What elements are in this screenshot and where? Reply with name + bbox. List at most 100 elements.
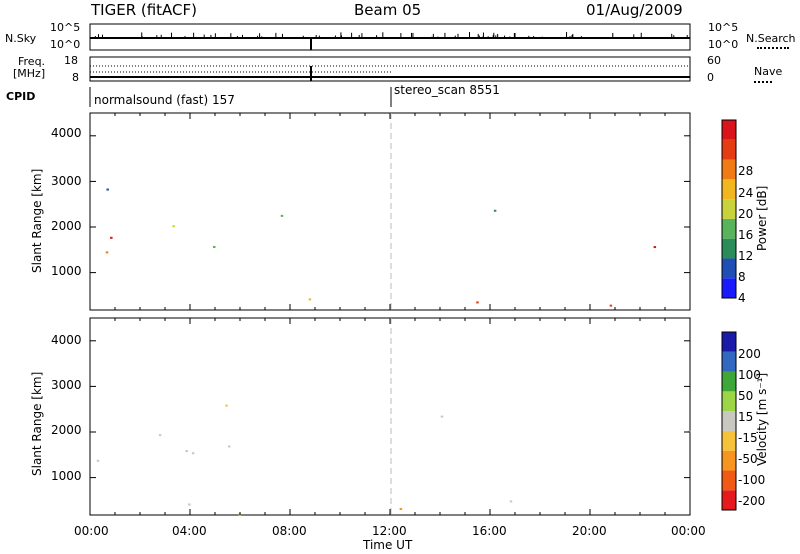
freq-tick-top: 18 <box>64 54 78 67</box>
nsearch-legend-line <box>757 47 789 49</box>
velocity-pixel <box>191 452 195 455</box>
nsky-tick-top: 10^5 <box>50 21 81 34</box>
power-pixel <box>110 236 113 239</box>
beam-title: Beam 05 <box>354 1 422 19</box>
velocity-data <box>96 404 691 516</box>
vel-cb-tick-200: 200 <box>738 347 761 361</box>
vel-cb-tick-m50: -50 <box>738 452 758 466</box>
velocity-colorbar-swatch <box>722 332 736 352</box>
cpid-mode-1: normalsound (fast) 157 <box>94 93 235 107</box>
freq-label-1: Freq. <box>18 55 46 68</box>
power-colorbar-frame <box>721 119 737 299</box>
xtick-0800: 08:00 <box>272 524 307 538</box>
power-pixel <box>212 245 216 248</box>
velocity-colorbar-swatch <box>722 391 736 412</box>
colorbars <box>721 119 737 511</box>
velocity-colorbar-swatch <box>722 351 736 372</box>
power-colorbar-swatch <box>722 139 736 160</box>
cpid-label: CPID <box>6 90 36 103</box>
axis-ticks <box>89 113 691 515</box>
velocity-pixel <box>158 434 162 437</box>
power-pixel <box>105 251 109 254</box>
power-data <box>105 188 657 307</box>
freq-tick-bottom: 8 <box>72 71 79 84</box>
velocity-colorbar-swatch <box>722 371 736 392</box>
freq-label-2: [MHz] <box>13 67 46 80</box>
vel-cb-tick-m200: -200 <box>738 494 766 508</box>
xlabel: Time UT <box>363 538 413 552</box>
power-cb-tick-28: 28 <box>738 164 754 178</box>
velocity-colorbar-swatch <box>722 411 736 431</box>
vel-cb-tick-m100: -100 <box>738 473 766 487</box>
velocity-pixel <box>96 459 100 462</box>
nave-tick-bottom: 0 <box>707 71 714 84</box>
velocity-colorbar-swatch <box>722 490 736 510</box>
vel-cb-tick-15: 15 <box>738 410 754 424</box>
power-ytick-2000: 2000 <box>51 219 82 233</box>
xtick-1200: 12:00 <box>372 524 407 538</box>
xtick-0400: 04:00 <box>172 524 207 538</box>
power-cb-tick-12: 12 <box>738 249 754 263</box>
small-panels-data <box>90 32 690 81</box>
vel-cb-tick-m15: -15 <box>738 431 758 445</box>
power-colorbar-swatch <box>722 159 736 180</box>
power-colorbar-swatch <box>722 179 736 200</box>
nave-label: Nave <box>754 65 783 78</box>
velocity-pixel <box>399 508 403 511</box>
velocity-pixel <box>185 450 188 453</box>
nsearch-label: N.Search <box>746 32 796 45</box>
xtick-2400: 00:00 <box>671 524 706 538</box>
velocity-ytick-1000: 1000 <box>51 469 82 483</box>
power-pixel <box>280 214 284 217</box>
velocity-pixel <box>440 415 444 418</box>
velocity-pixel <box>225 404 228 407</box>
power-pixel <box>308 298 312 301</box>
power-cb-tick-24: 24 <box>738 186 754 200</box>
nsky-label: N.Sky <box>5 32 37 45</box>
power-pixel <box>476 301 479 304</box>
power-ytick-3000: 3000 <box>51 174 82 188</box>
cpid-mode-2: stereo_scan 8551 <box>394 83 500 97</box>
nsearch-tick-top: 10^5 <box>708 21 739 34</box>
velocity-colorbar-frame <box>721 331 737 511</box>
power-colorbar-swatch <box>722 120 736 140</box>
power-pixel <box>609 304 613 307</box>
power-colorbar-swatch <box>722 199 736 219</box>
vel-cb-tick-50: 50 <box>738 389 754 403</box>
vel-cb-tick-100: 100 <box>738 368 761 382</box>
velocity-ytick-3000: 3000 <box>51 378 82 392</box>
power-cb-tick-4: 4 <box>738 291 746 305</box>
nsky-tick-bottom: 10^0 <box>50 38 81 51</box>
power-ytick-4000: 4000 <box>51 126 82 140</box>
nsearch-tick-bottom: 10^0 <box>708 38 739 51</box>
power-ytick-1000: 1000 <box>51 264 82 278</box>
velocity-colorbar-swatch <box>722 470 736 491</box>
velocity-pixel <box>227 445 231 448</box>
velocity-ytick-4000: 4000 <box>51 333 82 347</box>
velocity-ytick-2000: 2000 <box>51 423 82 437</box>
power-cb-tick-16: 16 <box>738 228 754 242</box>
velocity-pixel <box>187 503 191 506</box>
nave-tick-top: 60 <box>707 54 721 67</box>
xtick-1600: 16:00 <box>472 524 507 538</box>
power-pixel <box>653 246 657 249</box>
velocity-panel-frame <box>89 317 691 516</box>
power-colorbar-swatch <box>722 278 736 298</box>
power-pixel <box>493 209 497 212</box>
xtick-2000: 20:00 <box>572 524 607 538</box>
power-colorbar-swatch <box>722 258 736 279</box>
power-pixel <box>106 188 109 191</box>
power-cb-tick-8: 8 <box>738 270 746 284</box>
xtick-0000: 00:00 <box>74 524 109 538</box>
power-cb-tick-20: 20 <box>738 207 754 221</box>
radar-title: TIGER (fitACF) <box>91 1 198 19</box>
nave-legend-line <box>754 81 772 83</box>
velocity-colorbar-swatch <box>722 450 736 471</box>
date-title: 01/Aug/2009 <box>586 1 683 19</box>
power-colorbar-swatch <box>722 218 736 239</box>
freq-panel-frame <box>89 56 691 82</box>
power-pixel <box>172 225 175 228</box>
power-panel-frame <box>89 112 691 311</box>
power-colorbar-swatch <box>722 238 736 259</box>
